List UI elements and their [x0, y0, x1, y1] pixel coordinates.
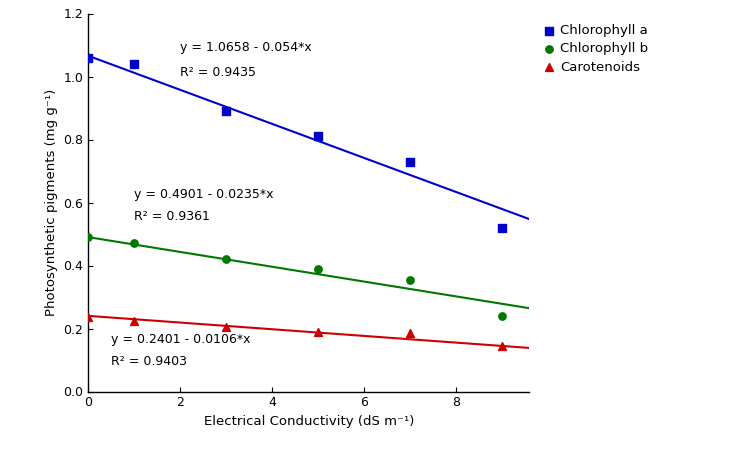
Carotenoids: [312, 328, 323, 335]
Chlorophyll b: [220, 256, 232, 263]
Text: y = 1.0658 - 0.054*x: y = 1.0658 - 0.054*x: [180, 41, 312, 54]
Text: R² = 0.9361: R² = 0.9361: [134, 210, 210, 223]
Chlorophyll b: [312, 265, 323, 272]
Chlorophyll a: [220, 108, 232, 115]
Chlorophyll a: [495, 224, 507, 231]
Text: y = 0.4901 - 0.0235*x: y = 0.4901 - 0.0235*x: [134, 188, 273, 201]
Chlorophyll b: [82, 234, 94, 241]
Chlorophyll b: [128, 240, 140, 247]
Chlorophyll a: [128, 60, 140, 68]
Chlorophyll a: [82, 54, 94, 61]
Y-axis label: Photosynthetic pigments (mg g⁻¹): Photosynthetic pigments (mg g⁻¹): [45, 89, 58, 316]
Text: y = 0.2401 - 0.0106*x: y = 0.2401 - 0.0106*x: [111, 333, 251, 346]
Carotenoids: [82, 314, 94, 321]
X-axis label: Electrical Conductivity (dS m⁻¹): Electrical Conductivity (dS m⁻¹): [204, 415, 414, 428]
Legend: Chlorophyll a, Chlorophyll b, Carotenoids: Chlorophyll a, Chlorophyll b, Carotenoid…: [540, 20, 652, 77]
Carotenoids: [220, 323, 232, 330]
Text: R² = 0.9403: R² = 0.9403: [111, 355, 187, 368]
Text: R² = 0.9435: R² = 0.9435: [180, 67, 256, 80]
Chlorophyll a: [404, 158, 415, 165]
Chlorophyll a: [312, 133, 323, 140]
Chlorophyll b: [404, 276, 415, 284]
Carotenoids: [495, 342, 507, 349]
Chlorophyll b: [495, 312, 507, 319]
Carotenoids: [128, 317, 140, 324]
Carotenoids: [404, 329, 415, 337]
